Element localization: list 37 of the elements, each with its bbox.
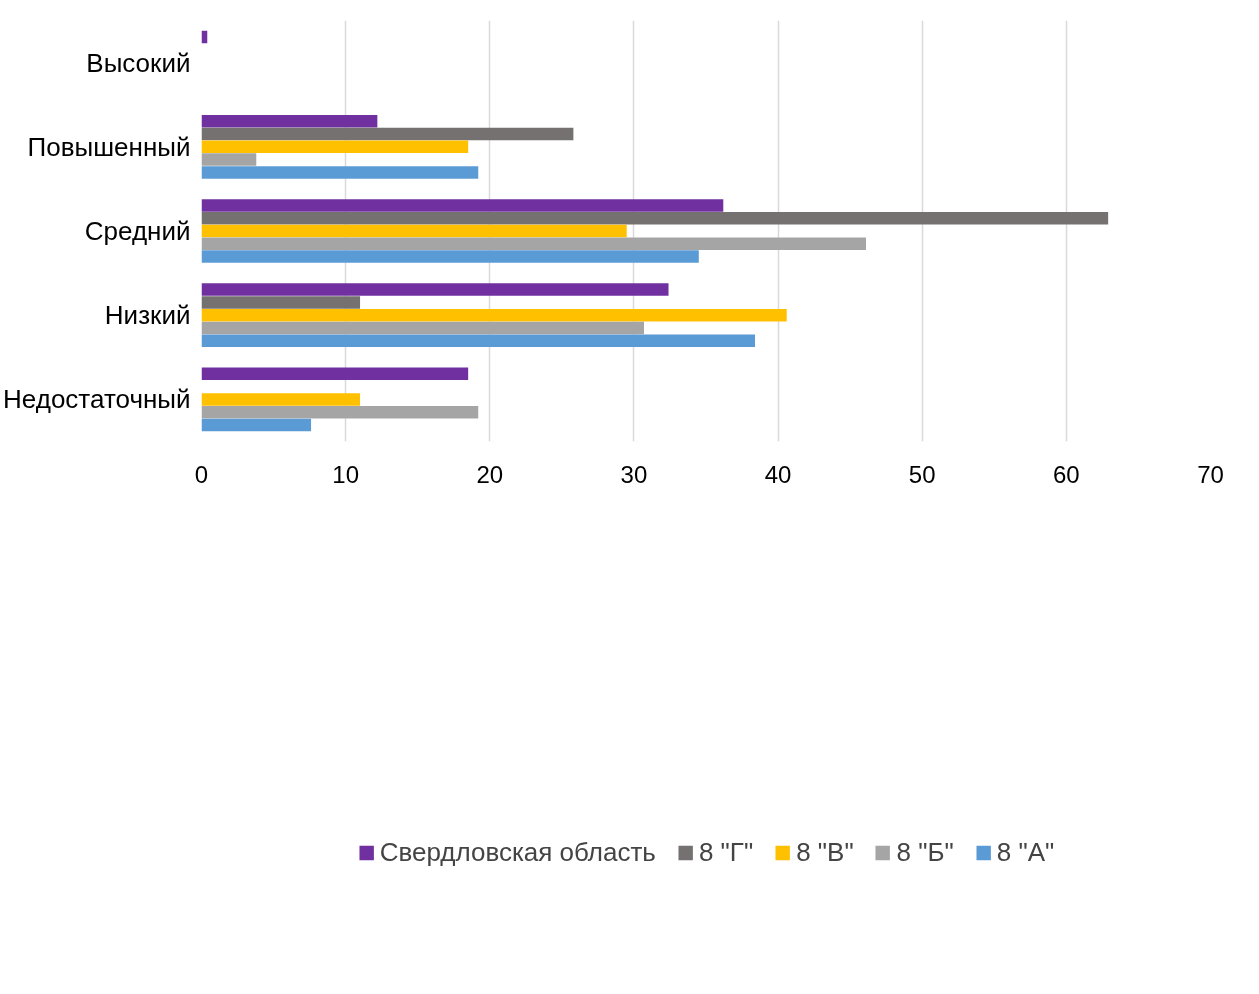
x-tick-label: 10 (332, 460, 359, 488)
legend-label: 8 "В" (796, 836, 854, 868)
x-tick-label: 20 (476, 460, 504, 488)
bar (201, 321, 645, 335)
x-tick-label: 40 (764, 460, 792, 488)
bar (201, 114, 378, 128)
x-tick-label: 0 (194, 460, 209, 488)
legend-label: 8 "Б" (896, 836, 954, 868)
x-tick-label: 60 (1053, 460, 1080, 488)
x-tick-label: 30 (620, 460, 648, 488)
bar (201, 418, 312, 432)
bar (201, 140, 469, 154)
bar (201, 250, 699, 263)
legend-label: 8 "Г" (698, 836, 754, 868)
bar (201, 393, 361, 406)
bar (201, 367, 469, 381)
x-tick-label: 50 (908, 460, 936, 488)
y-tick-label: Повышенный (27, 131, 191, 162)
y-tick-label: Высокий (86, 47, 191, 78)
legend-label: Свердловская область (379, 836, 656, 868)
x-tick-label: 70 (1197, 460, 1224, 488)
bar (201, 308, 787, 322)
bar (201, 211, 1109, 225)
y-tick-label: Средний (84, 216, 191, 246)
bar (201, 127, 574, 141)
y-tick-label: Недостаточный (3, 384, 191, 415)
legend-label: 8 "А" (996, 836, 1055, 868)
bar (201, 224, 627, 238)
bar (201, 199, 724, 212)
bar (201, 237, 866, 251)
bar (201, 153, 257, 166)
bar (201, 283, 669, 296)
y-tick-label: Низкий (104, 300, 191, 331)
bar (201, 296, 361, 309)
bar (201, 166, 479, 179)
bar (201, 405, 479, 419)
bar (201, 334, 756, 348)
